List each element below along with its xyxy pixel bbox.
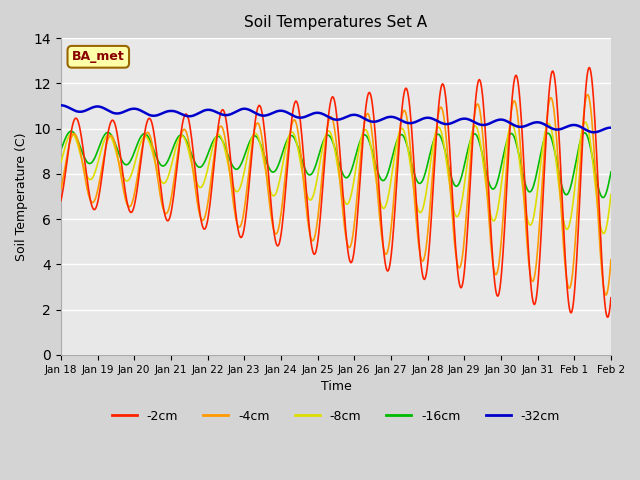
- Text: BA_met: BA_met: [72, 50, 125, 63]
- Legend: -2cm, -4cm, -8cm, -16cm, -32cm: -2cm, -4cm, -8cm, -16cm, -32cm: [107, 405, 565, 428]
- X-axis label: Time: Time: [321, 380, 351, 393]
- Title: Soil Temperatures Set A: Soil Temperatures Set A: [244, 15, 428, 30]
- Y-axis label: Soil Temperature (C): Soil Temperature (C): [15, 132, 28, 261]
